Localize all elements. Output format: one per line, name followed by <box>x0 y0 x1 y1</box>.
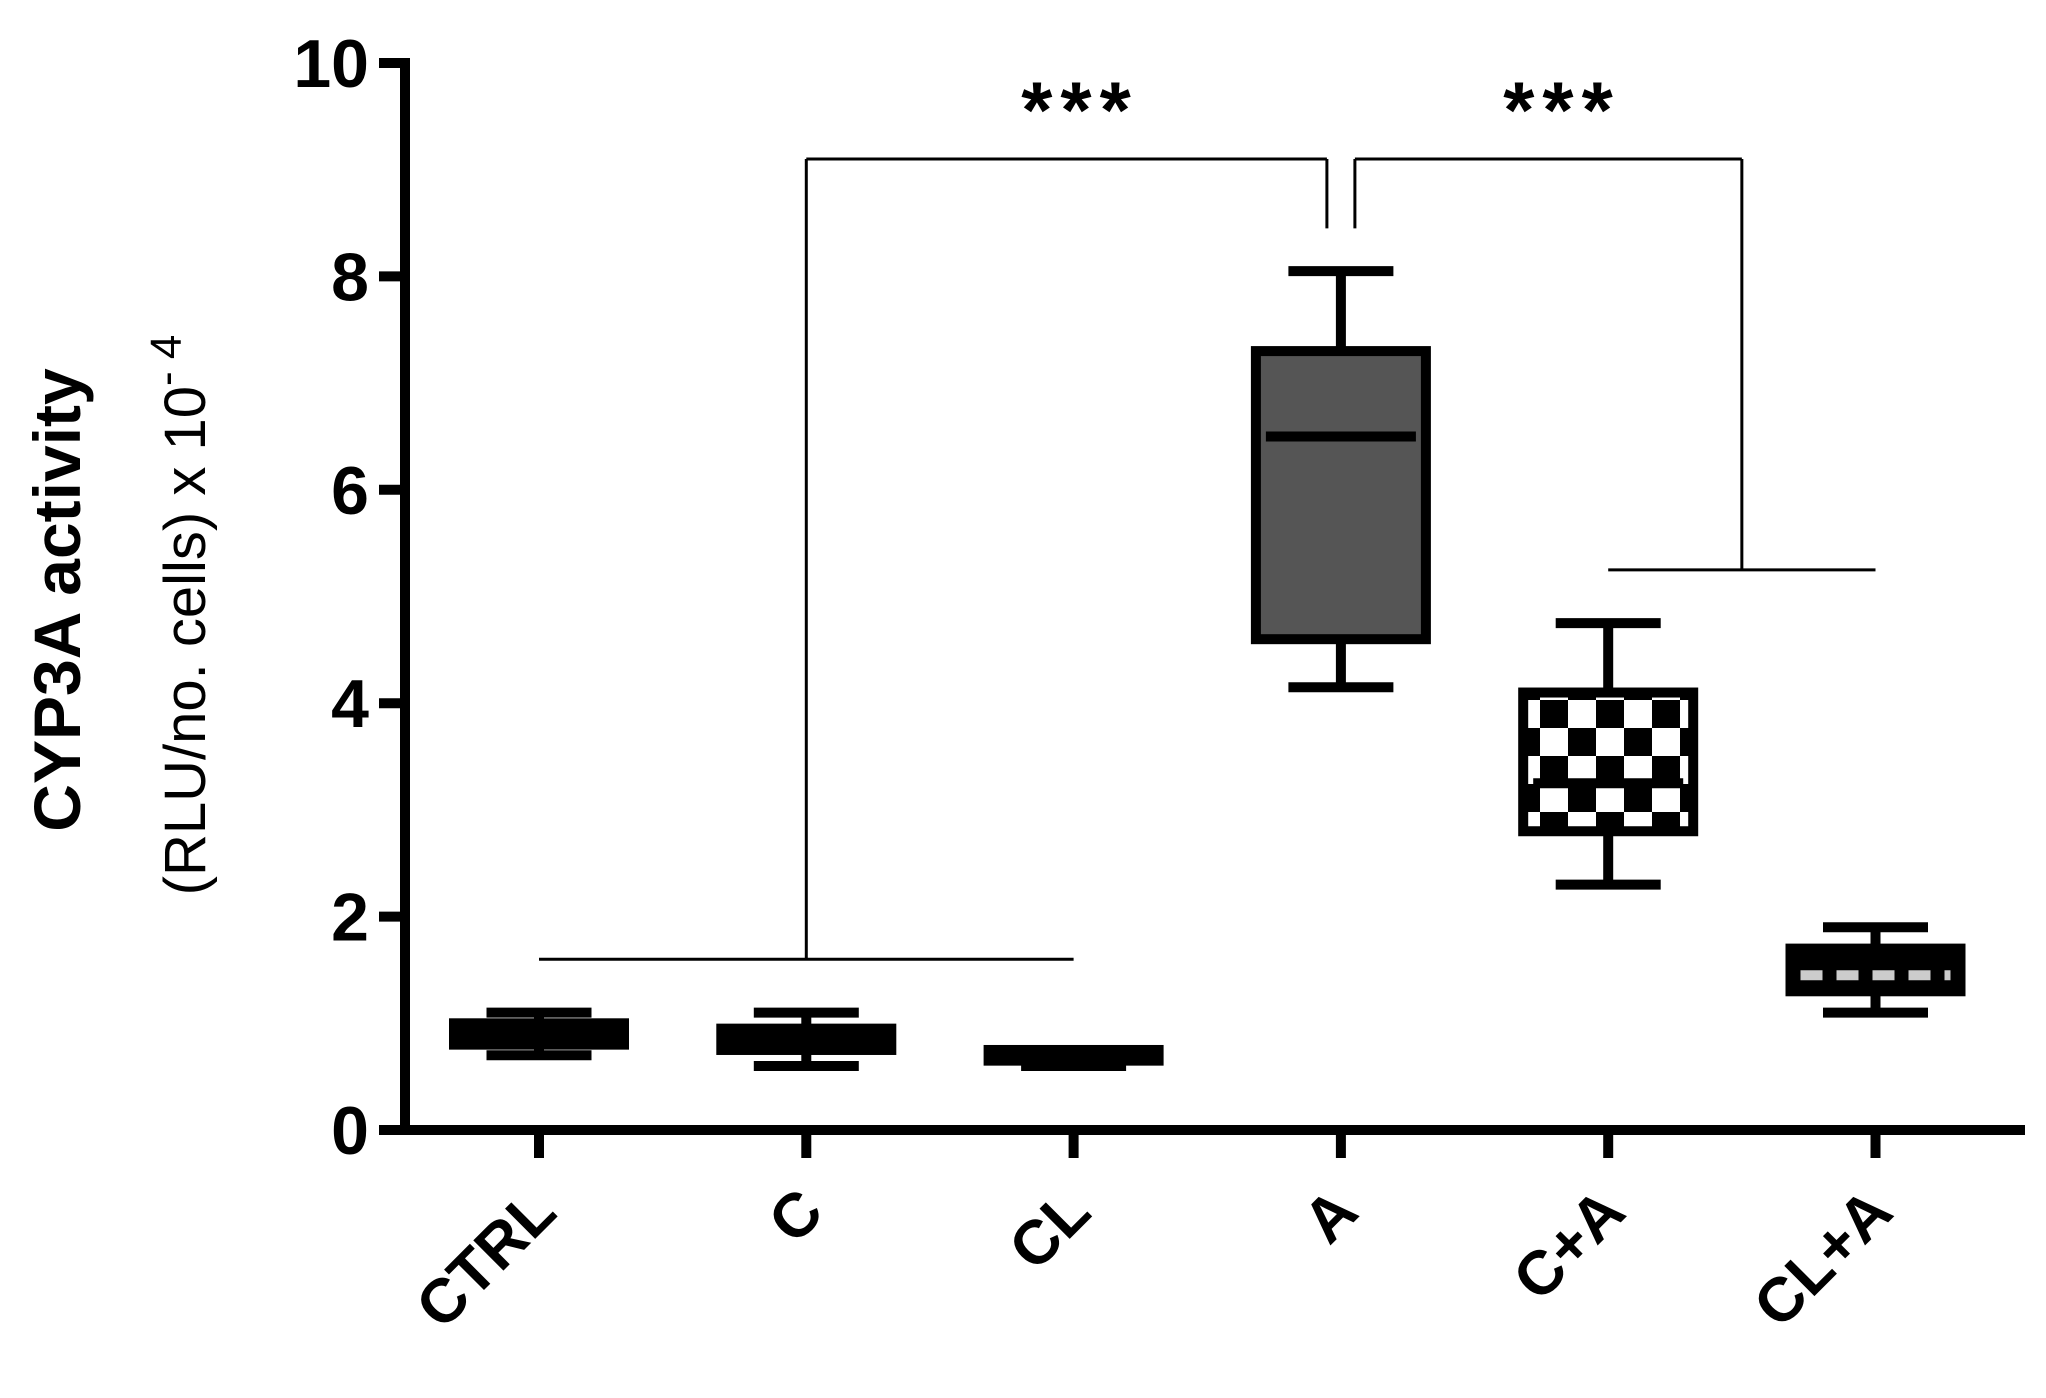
y-tick-label: 4 <box>331 666 369 742</box>
y-axis-exponent: - 4 <box>142 335 191 386</box>
box <box>1250 346 1431 645</box>
y-axis-unit: (RLU/no. cells) x 10 <box>153 386 218 895</box>
y-tick-label: 0 <box>331 1093 369 1169</box>
box <box>1518 687 1699 837</box>
significance-label: *** <box>1021 66 1138 155</box>
y-axis-title: CYP3A activity <box>20 368 94 832</box>
y-tick-label: 10 <box>293 26 369 102</box>
x-tick-label: CL <box>996 1176 1103 1283</box>
box <box>1785 943 1966 997</box>
x-tick-label: C+A <box>1500 1176 1638 1314</box>
y-tick-label: 8 <box>331 239 369 315</box>
y-tick-label: 2 <box>331 880 369 956</box>
x-tick-label: A <box>1290 1176 1370 1256</box>
y-tick-label: 6 <box>331 453 369 529</box>
significance-label: *** <box>1503 66 1620 155</box>
x-tick-label: CL+A <box>1741 1176 1906 1341</box>
y-axis-subtitle: (RLU/no. cells) x 10- 4 <box>142 335 218 896</box>
x-tick-label: CTRL <box>403 1176 569 1342</box>
x-tick-label: C <box>756 1176 836 1256</box>
